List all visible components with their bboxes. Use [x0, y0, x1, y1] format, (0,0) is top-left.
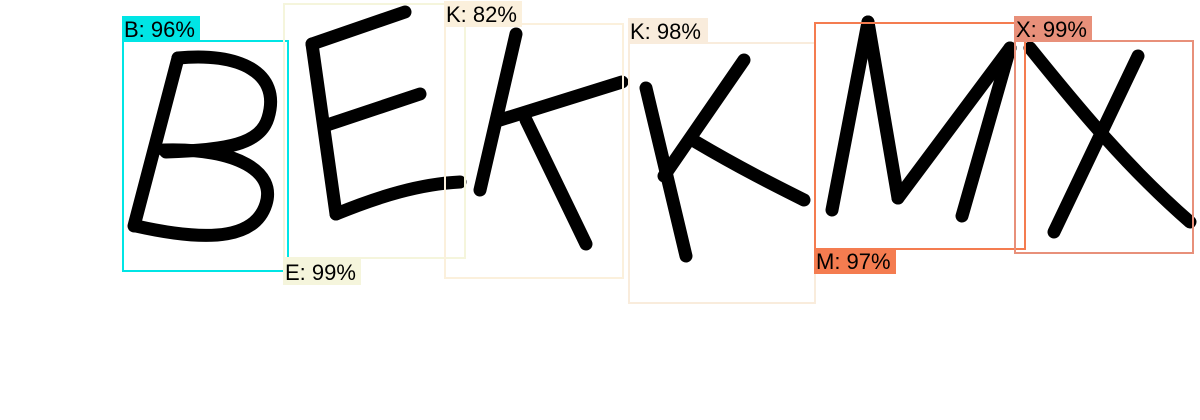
glyph-x — [1023, 41, 1197, 239]
detection-box-k-2 — [628, 42, 816, 304]
detection-box-b — [122, 40, 289, 272]
glyph-k-2 — [639, 53, 811, 263]
detection-box-k-1 — [444, 23, 624, 279]
detection-label-k-1: K: 82% — [444, 1, 522, 27]
detection-label-b: B: 96% — [122, 16, 200, 42]
detection-label-m: M: 97% — [814, 248, 896, 274]
glyph-m — [825, 15, 1017, 223]
glyph-b — [127, 50, 277, 242]
detection-label-e: E: 99% — [283, 259, 361, 285]
detection-label-x: X: 99% — [1014, 16, 1092, 42]
detection-box-x — [1014, 40, 1194, 254]
detection-box-m — [814, 22, 1026, 250]
glyph-e — [305, 5, 467, 221]
detection-box-e — [283, 3, 466, 259]
detection-label-k-2: K: 98% — [628, 18, 708, 44]
glyph-k-1 — [473, 27, 629, 251]
